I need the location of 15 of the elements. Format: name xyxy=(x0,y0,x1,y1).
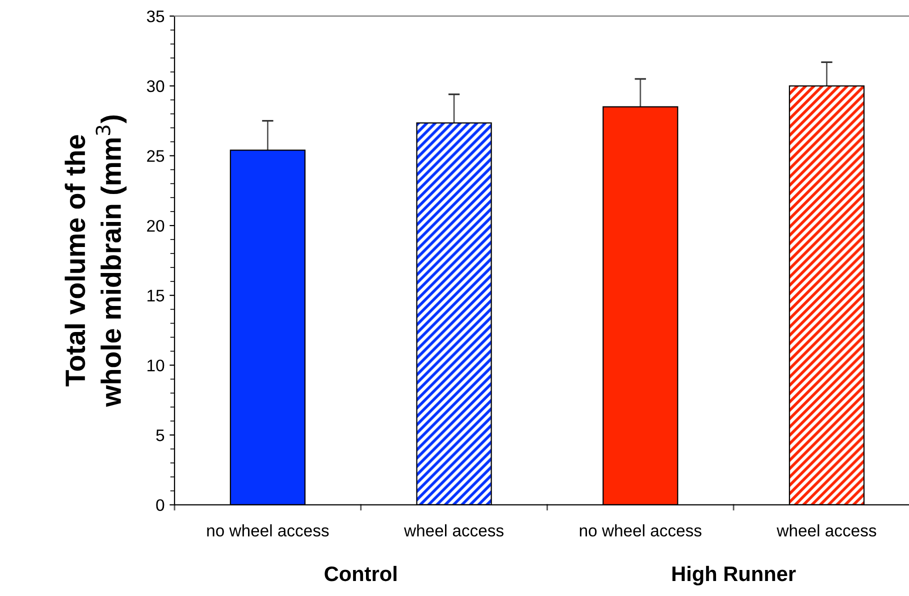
y-axis-title: Total volume of the whole midbrain (mm$^{3}$) xyxy=(64,115,127,407)
x-tick-label: no wheel access xyxy=(580,524,702,536)
y-tick-label: 30 xyxy=(146,80,164,92)
y-tick-label: 5 xyxy=(156,430,164,442)
y-tick-label: 10 xyxy=(148,360,164,372)
y-tick-label: 0 xyxy=(156,499,164,512)
x-tick-label: wheel access xyxy=(404,524,504,536)
text: High Runner xyxy=(672,566,796,586)
y-tick-label: 15 xyxy=(148,290,164,302)
y-tick-label: 35 xyxy=(146,10,164,22)
y-tick-label: 25 xyxy=(147,150,164,162)
x-tick-label: no wheel access xyxy=(207,524,329,536)
x-tick-label: wheel access xyxy=(776,524,876,536)
y-tick-label: 20 xyxy=(147,220,164,232)
text: Control xyxy=(324,566,396,582)
